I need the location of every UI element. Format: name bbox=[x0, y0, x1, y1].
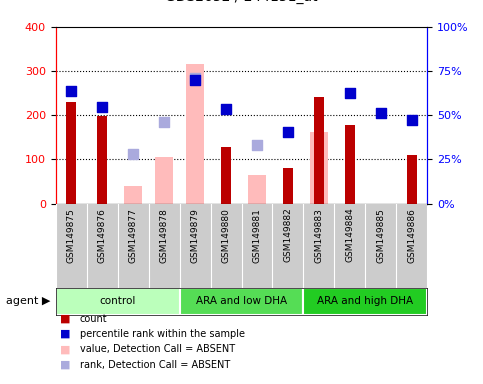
Point bbox=[98, 104, 106, 110]
Text: GSM149876: GSM149876 bbox=[98, 208, 107, 263]
Text: control: control bbox=[99, 296, 136, 306]
Bar bbox=[186, 65, 204, 204]
Text: ■: ■ bbox=[60, 329, 71, 339]
Point bbox=[253, 142, 261, 148]
Bar bbox=[407, 155, 417, 204]
Text: agent ▶: agent ▶ bbox=[6, 296, 51, 306]
Text: ■: ■ bbox=[60, 360, 71, 370]
Text: percentile rank within the sample: percentile rank within the sample bbox=[80, 329, 245, 339]
Text: ARA and low DHA: ARA and low DHA bbox=[196, 296, 287, 306]
Bar bbox=[344, 125, 355, 204]
Bar bbox=[303, 288, 427, 315]
Text: GSM149884: GSM149884 bbox=[345, 208, 355, 263]
Text: GSM149875: GSM149875 bbox=[67, 208, 75, 263]
Point bbox=[191, 77, 199, 83]
Text: GSM149881: GSM149881 bbox=[253, 208, 261, 263]
Point bbox=[408, 117, 416, 123]
Point bbox=[284, 129, 292, 135]
Point bbox=[191, 74, 199, 81]
Text: GSM149886: GSM149886 bbox=[408, 208, 416, 263]
Point bbox=[129, 151, 137, 157]
Text: GSM149877: GSM149877 bbox=[128, 208, 138, 263]
Bar bbox=[221, 147, 231, 204]
Text: ■: ■ bbox=[60, 314, 71, 324]
Text: GSM149878: GSM149878 bbox=[159, 208, 169, 263]
Point bbox=[67, 88, 75, 94]
Point bbox=[346, 90, 354, 96]
Text: GSM149885: GSM149885 bbox=[376, 208, 385, 263]
Bar bbox=[56, 288, 180, 315]
Text: ARA and high DHA: ARA and high DHA bbox=[317, 296, 413, 306]
Text: GSM149883: GSM149883 bbox=[314, 208, 324, 263]
Text: GDS2652 / 244151_at: GDS2652 / 244151_at bbox=[165, 0, 318, 4]
Bar bbox=[248, 175, 266, 204]
Text: value, Detection Call = ABSENT: value, Detection Call = ABSENT bbox=[80, 344, 235, 354]
Bar bbox=[155, 157, 173, 204]
Point bbox=[222, 106, 230, 112]
Bar bbox=[180, 288, 303, 315]
Bar bbox=[310, 132, 328, 204]
Text: rank, Detection Call = ABSENT: rank, Detection Call = ABSENT bbox=[80, 360, 230, 370]
Text: GSM149882: GSM149882 bbox=[284, 208, 293, 263]
Bar bbox=[97, 116, 107, 204]
Bar bbox=[124, 186, 142, 204]
Text: ■: ■ bbox=[60, 344, 71, 354]
Bar bbox=[66, 102, 76, 204]
Bar bbox=[313, 97, 325, 204]
Text: GSM149880: GSM149880 bbox=[222, 208, 230, 263]
Bar bbox=[283, 168, 293, 204]
Point bbox=[160, 119, 168, 125]
Text: GSM149879: GSM149879 bbox=[190, 208, 199, 263]
Point bbox=[377, 110, 385, 116]
Text: count: count bbox=[80, 314, 107, 324]
